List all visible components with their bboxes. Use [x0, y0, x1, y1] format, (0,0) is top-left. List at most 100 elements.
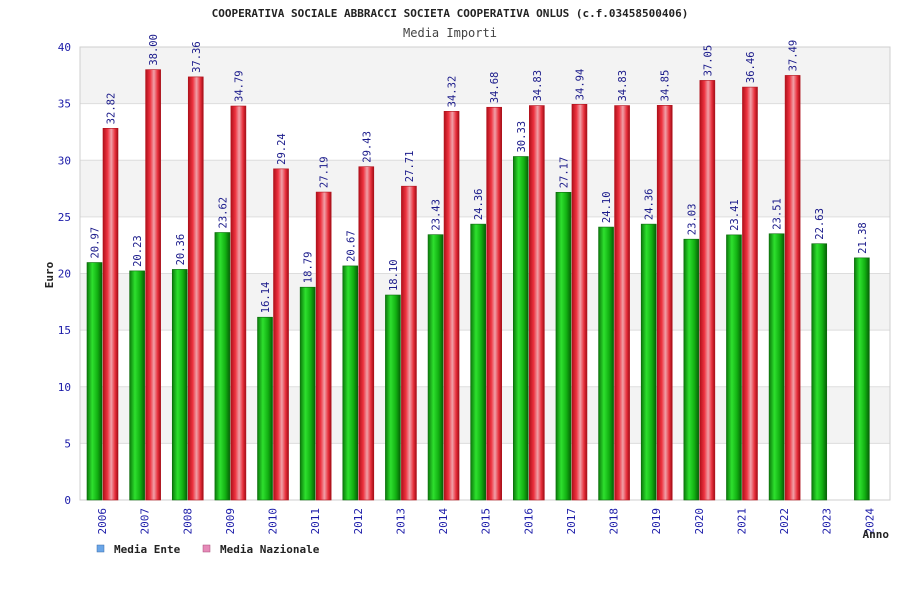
bar-value-label: 24.36 [473, 189, 485, 221]
bar-media-nazionale-2007 [145, 69, 161, 501]
x-tick-label: 2015 [480, 508, 493, 535]
bar-media-ente-2014 [427, 234, 444, 501]
x-tick-label: 2022 [778, 508, 791, 535]
x-tick-label: 2010 [267, 508, 280, 535]
bar-value-label: 21.38 [857, 222, 869, 254]
bar-value-label: 34.32 [447, 76, 459, 108]
bar-value-label: 23.03 [686, 204, 698, 236]
bar-media-nazionale-2022 [784, 75, 801, 501]
y-tick-label: 5 [64, 437, 71, 450]
bar-value-label: 29.43 [361, 131, 373, 163]
bar-media-nazionale-2016 [529, 105, 545, 501]
bar-value-label: 27.19 [319, 156, 331, 188]
bar-value-label: 23.43 [431, 199, 443, 231]
chart-subtitle: Media Importi [403, 26, 497, 40]
bar-media-ente-2007 [129, 270, 145, 501]
x-tick-label: 2013 [394, 508, 407, 535]
x-tick-label: 2009 [224, 508, 237, 535]
bar-value-label: 20.67 [345, 230, 357, 262]
bar-value-label: 20.97 [90, 227, 102, 259]
x-tick-label: 2020 [693, 508, 706, 535]
x-tick-label: 2019 [650, 508, 663, 535]
x-tick-label: 2012 [352, 508, 365, 535]
bar-media-nazionale-2019 [656, 105, 673, 501]
bar-value-label: 27.17 [558, 157, 570, 189]
bar-media-ente-2022 [768, 233, 785, 501]
bar-media-nazionale-2012 [358, 166, 375, 501]
bar-value-label: 32.82 [106, 93, 118, 125]
bar-media-nazionale-2015 [486, 106, 502, 501]
x-tick-label: 2021 [735, 508, 748, 535]
bar-media-ente-2010 [257, 316, 273, 501]
bar-media-ente-2021 [726, 234, 742, 501]
x-tick-label: 2008 [181, 508, 194, 535]
y-tick-label: 10 [58, 381, 71, 394]
bar-media-ente-2017 [555, 191, 572, 501]
bars [86, 69, 870, 501]
x-tick-label: 2018 [608, 508, 621, 535]
y-tick-label: 20 [58, 268, 71, 281]
bar-media-nazionale-2018 [614, 105, 630, 501]
bar-media-ente-2012 [342, 265, 359, 501]
bar-media-nazionale-2009 [230, 105, 247, 501]
bar-media-ente-2020 [683, 238, 700, 501]
legend-label-media-ente: Media Ente [114, 543, 181, 556]
bar-media-nazionale-2014 [443, 111, 460, 501]
bar-media-nazionale-2011 [315, 191, 332, 501]
bar-value-label: 22.63 [814, 208, 826, 240]
bar-media-nazionale-2006 [102, 128, 119, 501]
bar-media-ente-2008 [171, 269, 188, 501]
bar-media-ente-2006 [86, 262, 103, 501]
bar-value-label: 18.79 [303, 252, 315, 284]
bar-media-nazionale-2013 [401, 185, 417, 501]
x-tick-label: 2007 [139, 508, 152, 535]
bar-media-ente-2016 [513, 156, 529, 501]
bar-value-label: 37.05 [702, 45, 714, 77]
bar-media-ente-2009 [214, 232, 231, 501]
y-tick-label: 15 [58, 324, 71, 337]
x-tick-label: 2023 [821, 508, 834, 535]
x-axis-ticks: 2006 2007 2008 2009 2010 2011 2012 2013 2014 2015… [96, 508, 876, 535]
y-tick-label: 40 [58, 41, 71, 54]
bar-value-label: 29.24 [276, 133, 288, 165]
bar-media-nazionale-2017 [571, 104, 588, 501]
bar-media-ente-2024 [854, 257, 870, 501]
bar-value-label: 16.14 [260, 282, 272, 314]
y-tick-label: 30 [58, 154, 71, 167]
x-tick-label: 2014 [437, 508, 450, 535]
bar-media-nazionale-2008 [187, 76, 204, 501]
bar-media-nazionale-2020 [699, 80, 716, 501]
bar-value-label: 23.62 [217, 197, 229, 229]
bar-value-label: 23.41 [729, 199, 741, 231]
y-tick-label: 0 [64, 494, 71, 507]
bar-media-nazionale-2021 [742, 86, 758, 501]
bar-value-label: 38.00 [148, 34, 160, 66]
bar-value-label: 30.33 [516, 121, 528, 153]
bar-media-ente-2023 [811, 243, 828, 501]
x-tick-label: 2016 [522, 508, 535, 535]
x-tick-label: 2006 [96, 508, 109, 535]
x-tick-label: 2024 [863, 508, 876, 535]
bar-value-label: 20.23 [132, 235, 144, 267]
bar-media-ente-2011 [299, 286, 316, 501]
y-tick-label: 25 [58, 211, 71, 224]
bar-media-nazionale-2010 [273, 168, 289, 501]
legend-swatch-media-ente [96, 544, 105, 553]
bar-media-ente-2019 [640, 223, 657, 501]
y-axis-label: Euro [43, 261, 56, 288]
y-tick-label: 35 [58, 98, 71, 111]
bar-value-labels: 20.97 32.82 20.23 38.00 20.36 37.36 23.62 34.79… [90, 34, 869, 313]
bar-value-label: 34.85 [660, 70, 672, 102]
bar-media-ente-2013 [385, 294, 401, 501]
bar-value-label: 18.10 [388, 259, 400, 291]
legend-swatch-media-nazionale [202, 544, 211, 553]
bar-value-label: 34.94 [574, 69, 586, 101]
bar-value-label: 27.71 [404, 151, 416, 183]
bar-value-label: 24.36 [644, 189, 656, 221]
bar-media-ente-2018 [598, 226, 614, 501]
y-axis-ticks: 0 5 10 15 20 25 30 35 40 [58, 41, 71, 507]
x-axis-label: Anno [863, 528, 890, 541]
bar-value-label: 34.68 [489, 72, 501, 104]
x-tick-label: 2011 [309, 508, 322, 535]
